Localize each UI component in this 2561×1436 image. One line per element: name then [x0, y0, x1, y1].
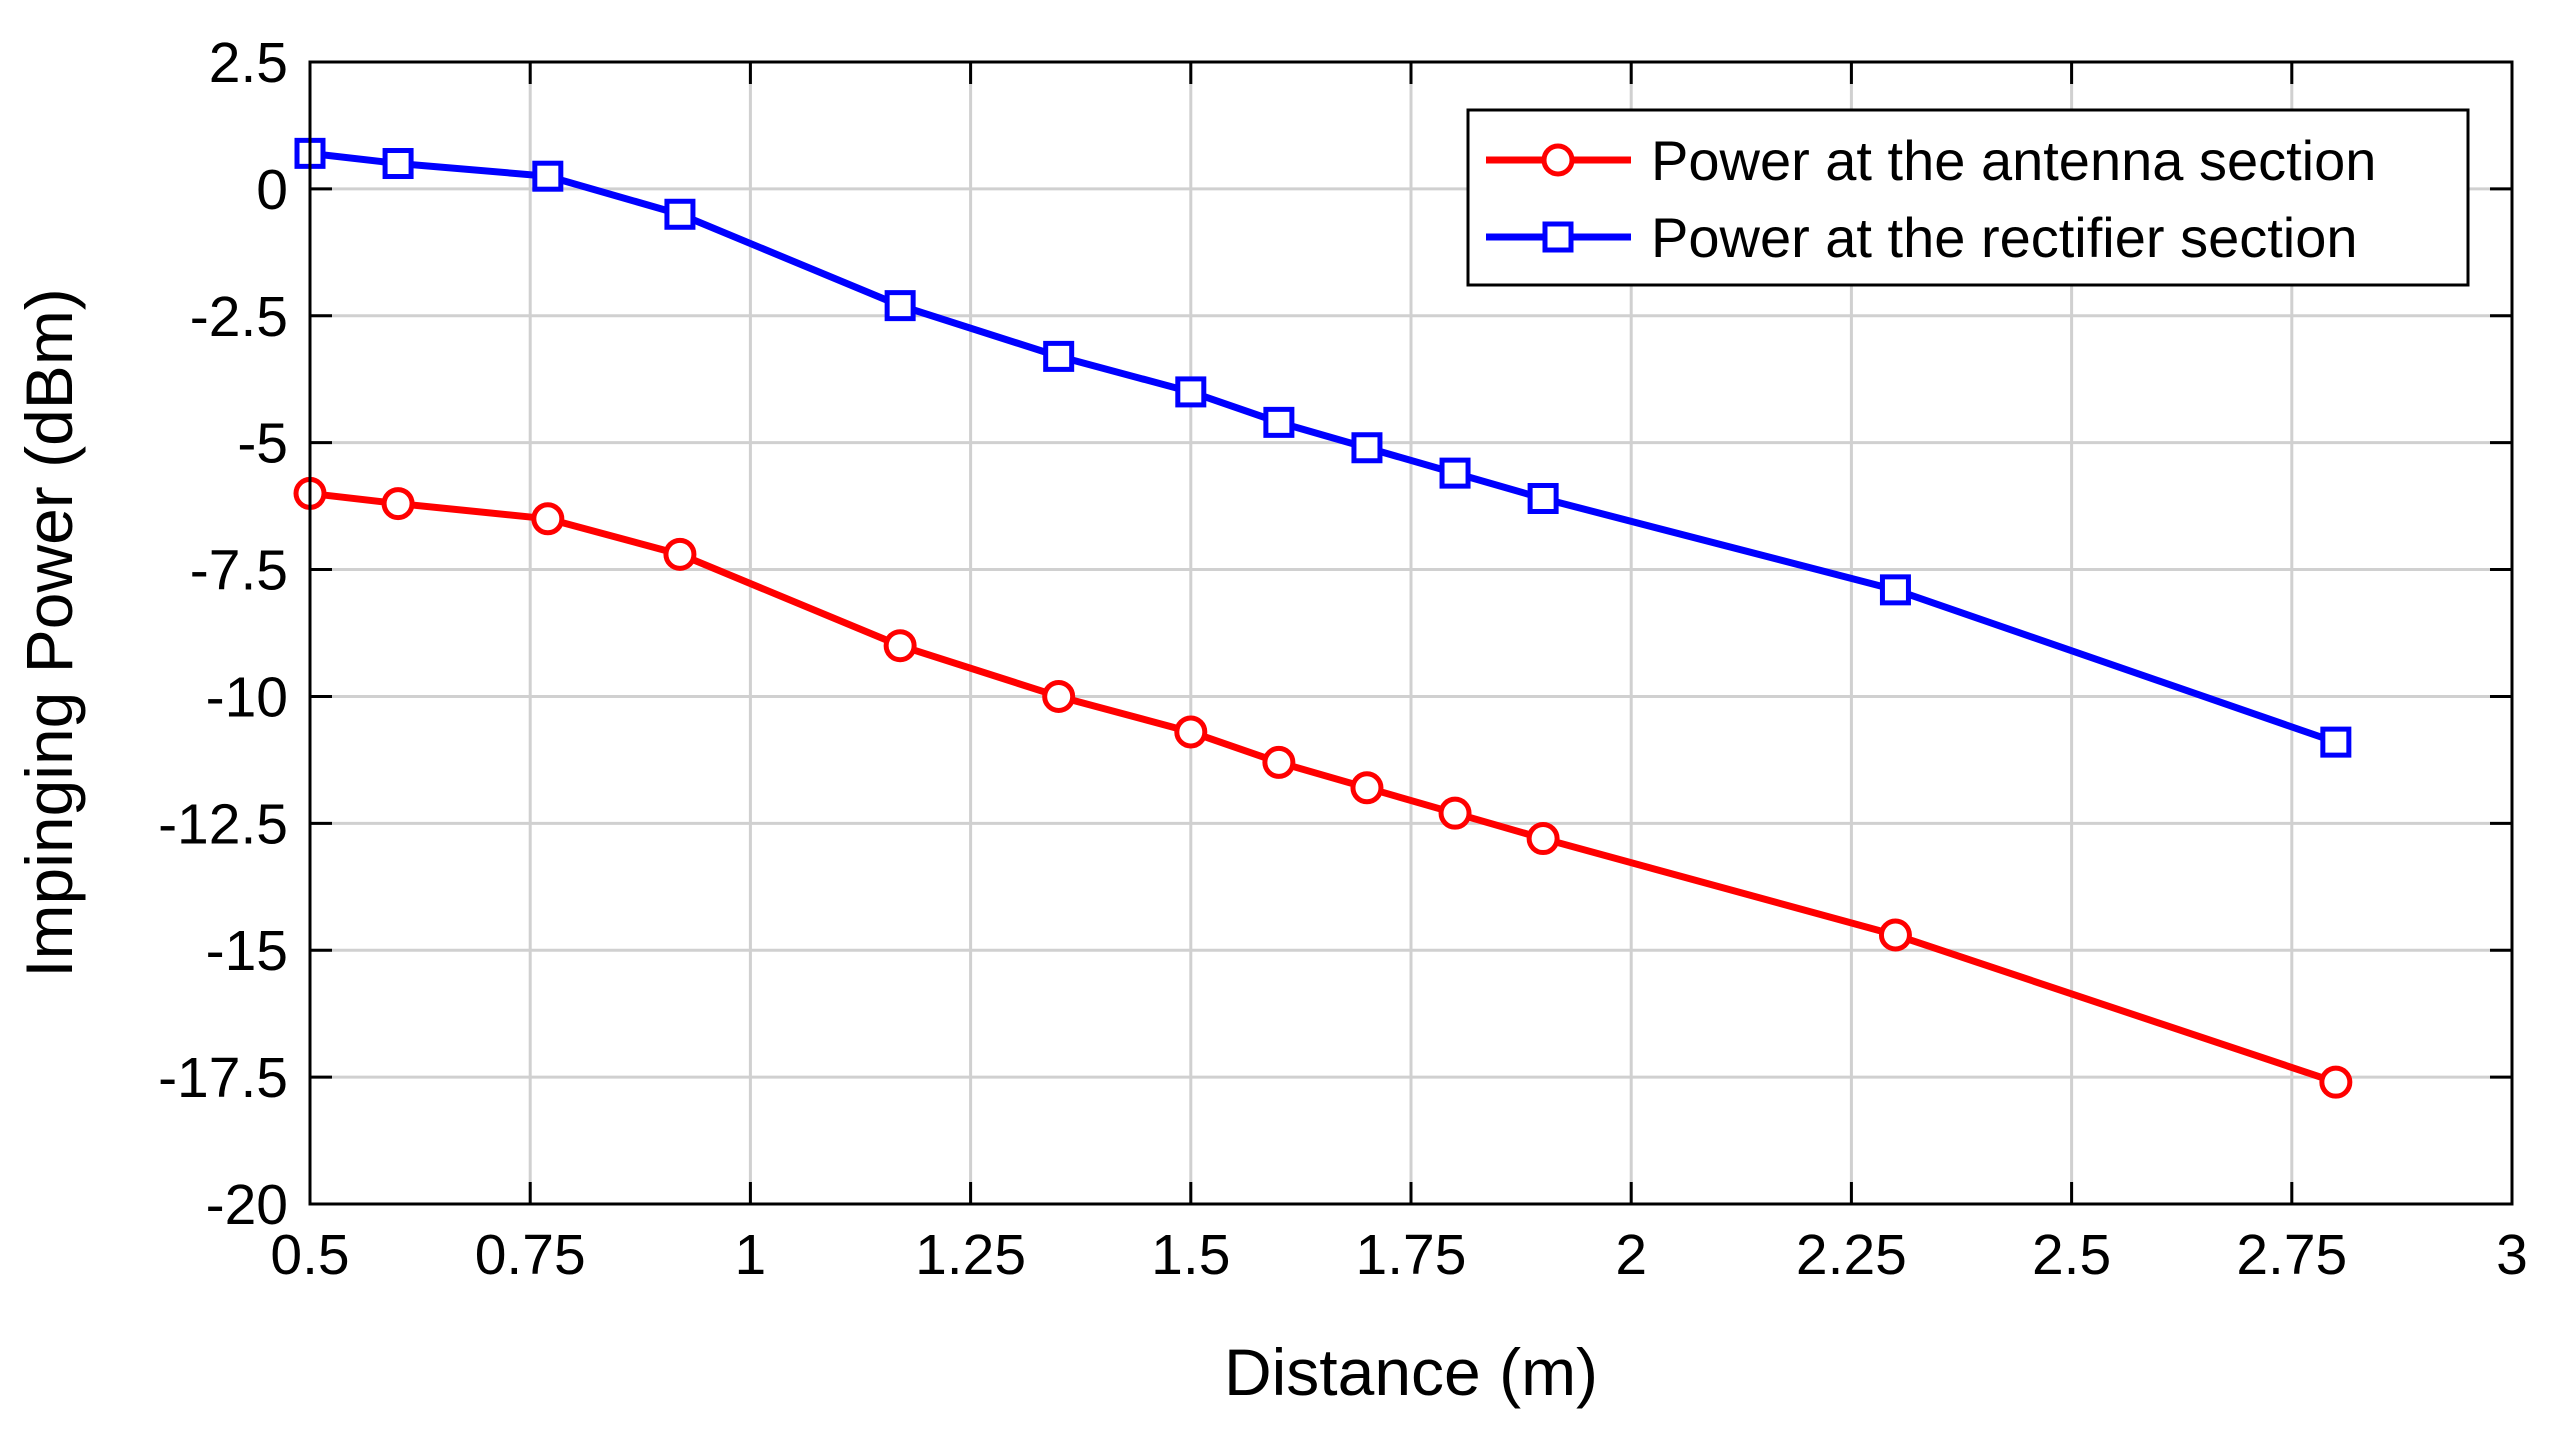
data-point — [531, 502, 565, 536]
data-point — [664, 198, 696, 230]
x-tick-label: 2.75 — [2236, 1223, 2347, 1287]
data-point — [1262, 745, 1296, 779]
legend-label: Power at the antenna section — [1651, 129, 2376, 192]
x-tick-label: 0.5 — [270, 1223, 349, 1287]
data-point — [382, 148, 414, 180]
x-tick-label: 2 — [1615, 1223, 1647, 1287]
y-tick-label: -10 — [206, 665, 288, 729]
y-tick-label: -17.5 — [158, 1046, 288, 1110]
data-point — [1439, 457, 1471, 489]
y-tick-label: 2.5 — [209, 31, 288, 95]
data-point — [883, 629, 917, 663]
data-point — [1043, 340, 1075, 372]
y-tick-label: -2.5 — [190, 285, 288, 349]
data-point — [1174, 715, 1208, 749]
data-point — [884, 290, 916, 322]
x-axis-label: Distance (m) — [1224, 1335, 1598, 1409]
x-tick-label: 1.75 — [1356, 1223, 1467, 1287]
legend-box — [1466, 108, 2470, 287]
data-point — [1526, 822, 1560, 856]
legend-marker — [1541, 143, 1575, 177]
x-tick-label: 3 — [2496, 1223, 2528, 1287]
series-line — [309, 489, 2337, 1086]
x-tick-label: 1.5 — [1151, 1223, 1230, 1287]
data-point — [1350, 771, 1384, 805]
series-2 — [294, 137, 2352, 758]
data-point — [1263, 406, 1295, 438]
y-tick-label: -5 — [237, 412, 288, 476]
data-point — [1042, 679, 1076, 713]
series-1 — [293, 476, 2353, 1099]
legend-entry: Power at the rectifier section — [1486, 206, 2358, 269]
data-point — [1175, 376, 1207, 408]
legend-entries: Power at the antenna section Power at the… — [1486, 129, 2376, 269]
x-tick-label: 1.25 — [915, 1223, 1026, 1287]
data-point — [532, 160, 564, 192]
data-point — [1351, 432, 1383, 464]
data-point — [2320, 726, 2352, 758]
x-tick-label: 1 — [735, 1223, 767, 1287]
legend-label: Power at the rectifier section — [1651, 206, 2358, 269]
series-layer — [293, 137, 2353, 1099]
data-point — [2319, 1065, 2353, 1099]
y-tick-label: -15 — [206, 919, 288, 983]
data-point — [1879, 574, 1911, 606]
legend-entry: Power at the antenna section — [1486, 129, 2376, 192]
data-point — [1878, 918, 1912, 952]
x-tick-label: 0.75 — [475, 1223, 586, 1287]
legend-marker — [1542, 221, 1574, 253]
y-tick-label: 0 — [256, 158, 288, 222]
legend: Power at the antenna section Power at the… — [1466, 108, 2470, 287]
y-tick-label: -20 — [206, 1173, 288, 1237]
data-point — [381, 487, 415, 521]
data-point — [1527, 482, 1559, 514]
data-point — [663, 537, 697, 571]
data-point — [1438, 796, 1472, 830]
y-axis-label: Impinging Power (dBm) — [12, 288, 86, 978]
tick-labels: 0.5 0.75 1 1.25 1.5 1.75 2 2.25 2.5 2.75 3 2.5 0 -2.5… — [158, 31, 2528, 1287]
x-tick-label: 2.25 — [1796, 1223, 1907, 1287]
y-tick-label: -7.5 — [190, 539, 288, 603]
x-tick-label: 2.5 — [2032, 1223, 2111, 1287]
ticks — [308, 60, 2514, 1206]
y-tick-label: -12.5 — [158, 792, 288, 856]
